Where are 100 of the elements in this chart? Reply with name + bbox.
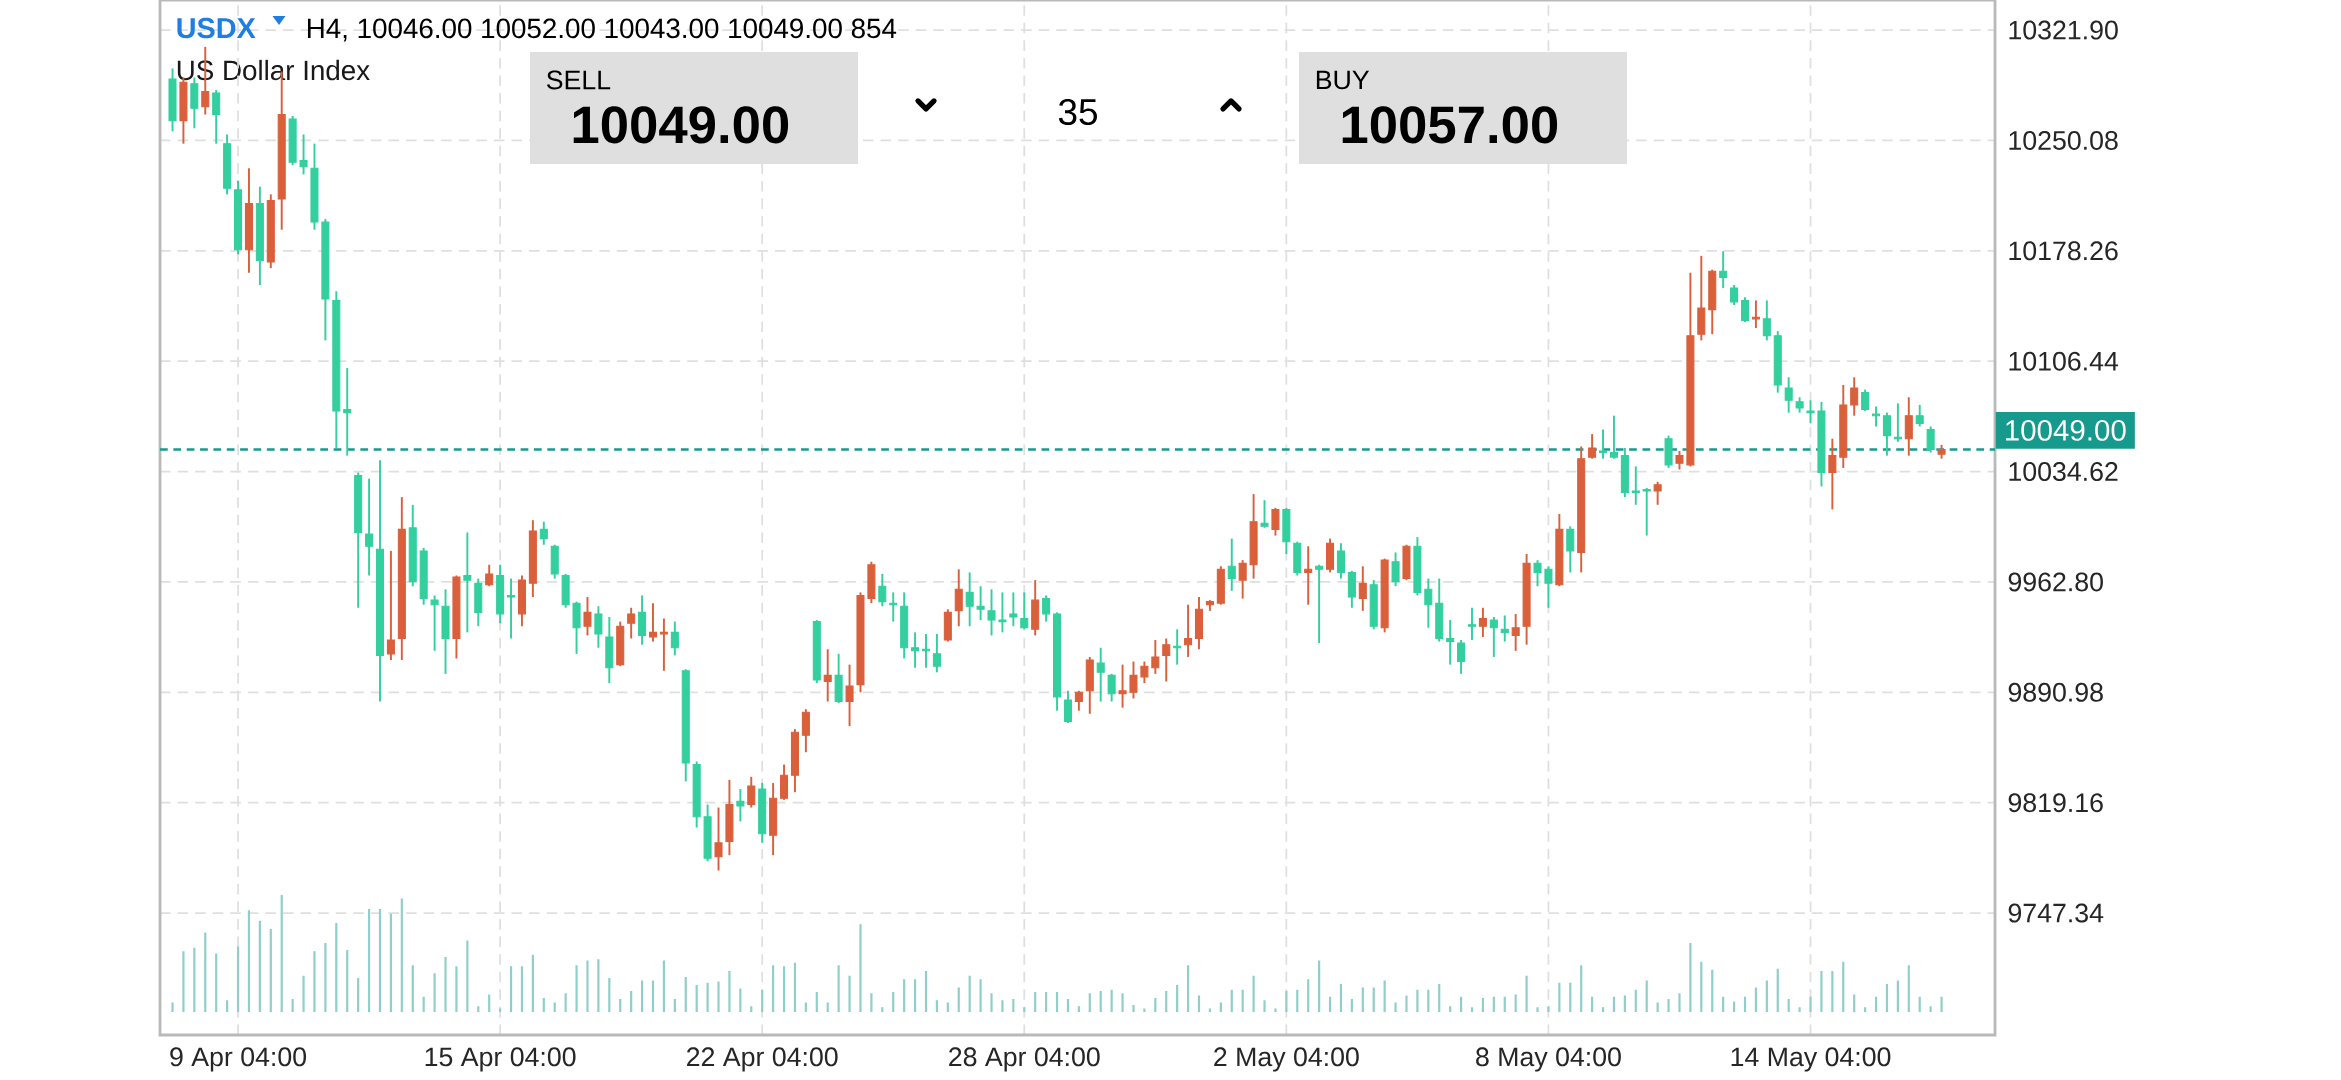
candlestick [1074,689,1083,712]
bar [1918,996,1921,1012]
bar [1547,1006,1550,1012]
candlestick [1675,450,1684,471]
candlestick [1358,565,1367,612]
candlestick [1653,480,1662,506]
bar [1765,980,1768,1012]
bar [509,966,513,1012]
bar [367,909,371,1012]
y-tick-label: 10178.26 [2009,241,2118,261]
bar [1722,996,1725,1012]
y-tick-label: 9962.80 [2008,572,2103,592]
candlestick [1511,612,1520,652]
bar [1165,990,1168,1012]
bar [979,979,982,1012]
candlestick [1227,537,1236,592]
bar [1820,971,1823,1012]
bar [1372,987,1375,1012]
ref-line-label: 10049.00 [2005,419,2126,441]
bar [870,993,873,1012]
bar [968,975,971,1012]
candlestick [1457,639,1466,675]
bar [400,898,403,1012]
candlestick [670,620,679,657]
bar [837,965,840,1012]
bar [1143,1008,1146,1012]
bar [1110,989,1113,1012]
candlestick [1806,399,1815,425]
annotation: BUY [1316,70,1370,90]
bar [531,954,534,1012]
bar [1023,1007,1026,1012]
bar [520,966,524,1012]
bar [750,1006,753,1012]
candlestick [1478,606,1487,638]
bar [302,975,305,1012]
bar [1525,975,1528,1012]
bar [608,978,611,1012]
candlestick [1500,614,1509,643]
bar [651,980,655,1012]
bar [892,992,895,1012]
x-tick-label: 15 Apr 04:00 [425,1047,576,1072]
bar [1230,989,1233,1012]
bar [1940,996,1943,1012]
bar [1438,983,1441,1012]
bar [1885,983,1889,1012]
bar [1754,987,1758,1012]
bar [1361,987,1364,1012]
candlestick [507,577,516,640]
candlestick [878,572,887,608]
bar [488,994,491,1012]
bar [542,997,545,1012]
bar [1154,997,1157,1012]
bar [1099,990,1102,1012]
bar [1307,979,1310,1012]
bar [193,947,196,1012]
x-tick-label: 14 May 04:00 [1731,1047,1891,1072]
bar [204,932,207,1012]
annotation: 35 [1058,98,1097,126]
bar [1034,992,1037,1012]
candlestick [463,531,472,634]
bar [1121,993,1124,1012]
bar [630,990,633,1012]
bar [1503,996,1506,1012]
candlestick [1096,646,1105,703]
bar [881,1007,884,1012]
bar [1907,965,1910,1012]
candlestick [714,806,723,872]
candlestick [747,775,756,809]
bar [1667,999,1670,1012]
candlestick [1861,388,1870,413]
candlestick [1882,411,1891,457]
bar [291,999,294,1012]
candlestick [659,617,668,672]
bar [1591,996,1594,1012]
bar [935,1000,939,1012]
bar [1831,971,1834,1012]
candlestick [1489,616,1498,658]
candlestick [1271,506,1280,537]
candlestick [1544,565,1553,609]
chart-title: USDX [177,17,256,39]
bar [1569,982,1572,1012]
bar [1001,1000,1004,1012]
bar [171,1002,174,1012]
bar [1929,1006,1932,1012]
bar [1776,968,1779,1012]
bar [1874,996,1878,1012]
bar [1842,961,1845,1012]
candlestick [1260,499,1269,529]
candlestick [1730,284,1739,307]
candlestick [1533,559,1542,588]
bar [1470,1007,1474,1012]
bar [1459,996,1463,1012]
annotation: SELL [546,70,611,90]
bar [477,1006,480,1012]
y-tick-label: 10250.08 [2009,130,2118,150]
candlestick [1063,689,1072,724]
candlestick [1446,619,1455,666]
bar [1711,969,1714,1012]
x-tick-label: 8 May 04:00 [1476,1047,1621,1072]
bar [728,971,731,1012]
